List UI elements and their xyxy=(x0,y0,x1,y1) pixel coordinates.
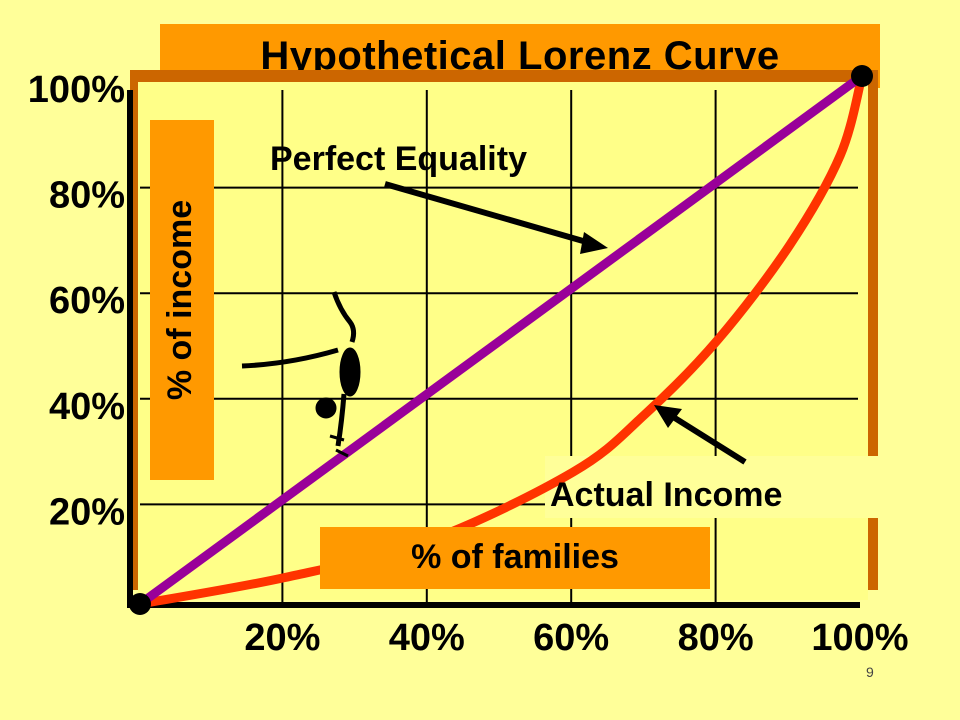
gymnast-silhouette-icon xyxy=(241,291,361,458)
endpoint-100 xyxy=(851,65,873,87)
y-tick-label-3: 60% xyxy=(49,280,125,322)
arrow-perfect-equality xyxy=(384,181,591,246)
arrowhead-actual-income xyxy=(654,405,682,428)
arrow-actual-income xyxy=(668,412,747,465)
endpoints xyxy=(129,65,873,615)
x-tick-label-1: 20% xyxy=(244,617,320,659)
actual-income-label-box xyxy=(545,456,920,518)
series-group xyxy=(135,71,867,609)
slide-number: 9 xyxy=(866,664,874,680)
origin-point xyxy=(129,593,151,615)
series-perfect-equality-line xyxy=(137,72,865,608)
x-tick-label-5: 100% xyxy=(811,617,908,659)
xlabel-box xyxy=(320,527,710,589)
ylabel: % of income xyxy=(161,200,199,400)
annotation-actual-income: Actual Income xyxy=(550,476,782,514)
x-tick-label-3: 60% xyxy=(533,617,609,659)
series-actual-income-line xyxy=(135,71,867,609)
y-tick-label-4: 80% xyxy=(49,175,125,217)
y-tick-label-2: 40% xyxy=(49,386,125,428)
y-tick-label-1: 20% xyxy=(49,491,125,533)
y-tick-label-5: 100% xyxy=(28,69,125,111)
tick-labels: 20% 40% 60% 80% 100% 20% 40% 60% 80% 100% xyxy=(28,69,909,659)
xlabel: % of families xyxy=(411,538,619,576)
arrowhead-perfect-equality xyxy=(580,232,608,254)
ylabel-box xyxy=(150,120,214,480)
annotation-perfect-equality: Perfect Equality xyxy=(270,140,527,178)
x-tick-label-4: 80% xyxy=(678,617,754,659)
x-tick-label-2: 40% xyxy=(389,617,465,659)
